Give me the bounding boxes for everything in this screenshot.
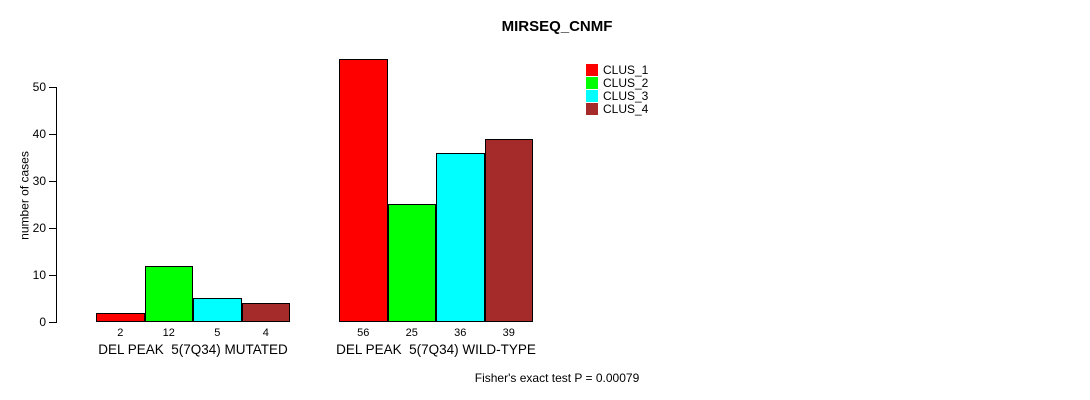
bar-CLUS_1 xyxy=(339,59,388,322)
y-tick xyxy=(49,181,57,182)
chart-title: MIRSEQ_CNMF xyxy=(501,18,613,35)
y-tick xyxy=(49,87,57,88)
legend-color-swatch-icon xyxy=(586,77,598,89)
fisher-test-annotation: Fisher's exact test P = 0.00079 xyxy=(474,371,640,385)
y-tick xyxy=(49,322,57,323)
y-tick xyxy=(49,275,57,276)
y-tick-label: 40 xyxy=(32,127,46,141)
legend-color-swatch-icon xyxy=(586,103,598,115)
bar-value-label: 36 xyxy=(454,327,467,339)
legend-item: CLUS_4 xyxy=(586,103,648,115)
legend-label: CLUS_1 xyxy=(603,63,649,77)
legend-color-swatch-icon xyxy=(586,64,598,76)
bar-CLUS_2 xyxy=(387,204,436,322)
legend-label: CLUS_3 xyxy=(603,89,649,103)
bar-CLUS_2 xyxy=(144,266,193,322)
bar-value-label: 4 xyxy=(262,327,269,339)
bar-CLUS_3 xyxy=(193,298,242,322)
legend-color-swatch-icon xyxy=(586,90,598,102)
x-group-label: DEL PEAK 5(7Q34) WILD-TYPE xyxy=(336,342,536,357)
bar-value-label: 2 xyxy=(117,327,124,339)
bar-value-label: 12 xyxy=(162,327,175,339)
y-tick-label: 30 xyxy=(32,174,46,188)
bar-CLUS_3 xyxy=(436,153,485,322)
y-axis-line xyxy=(56,87,57,323)
bar-value-label: 25 xyxy=(405,327,418,339)
bar-CLUS_4 xyxy=(484,139,533,322)
x-group-label: DEL PEAK 5(7Q34) MUTATED xyxy=(98,342,288,357)
legend-item: CLUS_1 xyxy=(586,64,648,76)
legend: CLUS_1 CLUS_2 CLUS_3 CLUS_4 xyxy=(586,64,648,116)
legend-label: CLUS_2 xyxy=(603,76,649,90)
legend-label: CLUS_4 xyxy=(603,102,649,116)
y-tick-label: 50 xyxy=(32,80,46,94)
y-tick-label: 20 xyxy=(32,221,46,235)
bar-value-label: 5 xyxy=(214,327,221,339)
y-tick-label: 0 xyxy=(39,315,46,329)
y-tick xyxy=(49,228,57,229)
bar-value-label: 39 xyxy=(502,327,515,339)
y-tick xyxy=(49,134,57,135)
bar-CLUS_1 xyxy=(96,313,145,322)
bar-value-label: 56 xyxy=(357,327,370,339)
legend-item: CLUS_2 xyxy=(586,77,648,89)
bar-CLUS_4 xyxy=(241,303,290,322)
legend-item: CLUS_3 xyxy=(586,90,648,102)
y-tick-label: 10 xyxy=(32,268,46,282)
